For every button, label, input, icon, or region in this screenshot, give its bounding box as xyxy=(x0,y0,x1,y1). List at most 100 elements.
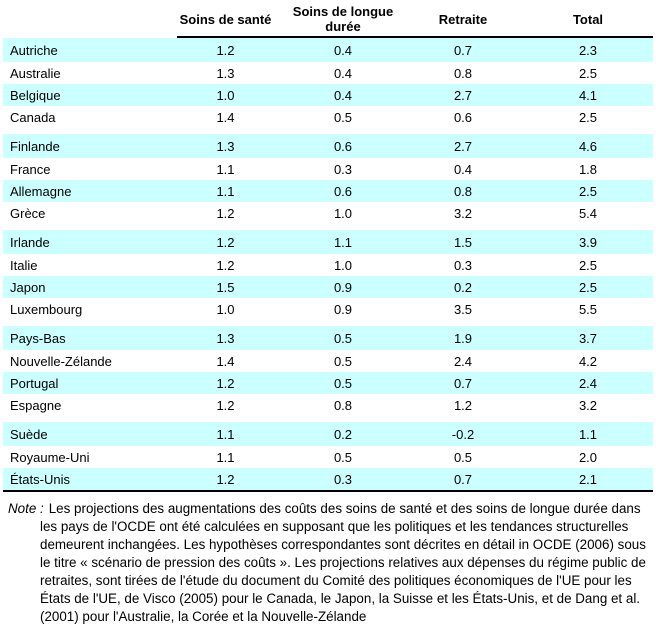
table-row: Espagne 1.2 0.8 1.2 3.2 xyxy=(3,394,653,416)
country-cell: Nouvelle-Zélande xyxy=(10,353,112,369)
country-cell: Australie xyxy=(10,65,61,81)
country-cell: Grèce xyxy=(10,205,46,221)
value-cell: 3.7 xyxy=(578,330,598,346)
value-cell: 0.3 xyxy=(333,471,353,487)
value-cell: 5.5 xyxy=(578,301,598,317)
header-cell-soins-longue-duree: Soins de longue durée xyxy=(292,4,394,34)
country-cell: Finlande xyxy=(10,138,60,154)
country-cell: Japon xyxy=(10,279,46,295)
value-cell: 0.5 xyxy=(333,109,353,125)
table-row: Canada 1.4 0.5 0.6 2.5 xyxy=(3,106,653,128)
value-cell: 0.5 xyxy=(333,375,353,391)
value-cell: 1.8 xyxy=(578,161,598,177)
value-cell: 0.9 xyxy=(333,301,353,317)
value-cell: 2.5 xyxy=(578,65,598,81)
country-cell: Luxembourg xyxy=(10,301,83,317)
value-cell: 3.5 xyxy=(453,301,473,317)
value-cell: 1.2 xyxy=(216,205,235,221)
value-cell: 0.8 xyxy=(453,65,473,81)
header-cell-total: Total xyxy=(572,11,604,27)
value-cell: 1.2 xyxy=(216,471,235,487)
value-cell: 0.9 xyxy=(333,279,353,295)
country-cell: Pays-Bas xyxy=(10,330,66,346)
value-cell: 0.5 xyxy=(333,449,353,465)
value-cell: 1.2 xyxy=(216,42,235,58)
country-cell: Espagne xyxy=(10,397,62,413)
projections-table: Soins de santé Soins de longue durée Ret… xyxy=(3,0,653,492)
value-cell: 3.2 xyxy=(453,205,473,221)
value-cell: 1.0 xyxy=(216,87,235,103)
table-row: Portugal 1.2 0.5 0.7 2.4 xyxy=(3,372,653,394)
value-cell: 0.4 xyxy=(333,65,353,81)
value-cell: 1.1 xyxy=(216,183,235,199)
table-header-row: Soins de santé Soins de longue durée Ret… xyxy=(3,0,653,36)
table-row: Japon 1.5 0.9 0.2 2.5 xyxy=(3,276,653,298)
table-row: États-Unis 1.2 0.3 0.7 2.1 xyxy=(3,468,653,490)
value-cell: 1.2 xyxy=(453,397,473,413)
value-cell: 0.6 xyxy=(453,109,473,125)
value-cell: 0.8 xyxy=(453,183,473,199)
table-row: Allemagne 1.1 0.6 0.8 2.5 xyxy=(3,180,653,202)
table-row: Nouvelle-Zélande 1.4 0.5 2.4 4.2 xyxy=(3,350,653,372)
value-cell: -0.2 xyxy=(451,426,475,442)
value-cell: 2.5 xyxy=(578,183,598,199)
group-spacer xyxy=(3,320,653,326)
country-cell: Canada xyxy=(10,109,56,125)
value-cell: 2.1 xyxy=(578,471,598,487)
value-cell: 0.5 xyxy=(333,330,353,346)
value-cell: 1.1 xyxy=(216,426,235,442)
value-cell: 3.2 xyxy=(578,397,598,413)
value-cell: 3.9 xyxy=(578,234,598,250)
table-row: Italie 1.2 1.0 0.3 2.5 xyxy=(3,254,653,276)
value-cell: 2.5 xyxy=(578,257,598,273)
value-cell: 2.0 xyxy=(578,449,598,465)
table-row: Grèce 1.2 1.0 3.2 5.4 xyxy=(3,202,653,224)
group-spacer xyxy=(3,128,653,134)
country-cell: Italie xyxy=(10,257,38,273)
value-cell: 0.3 xyxy=(333,161,353,177)
value-cell: 0.7 xyxy=(453,375,473,391)
header-cell-retraite: Retraite xyxy=(438,11,488,27)
value-cell: 1.1 xyxy=(216,161,235,177)
country-cell: Allemagne xyxy=(10,183,72,199)
table-row: Belgique 1.0 0.4 2.7 4.1 xyxy=(3,84,653,106)
table-row: Finlande 1.3 0.6 2.7 4.6 xyxy=(3,134,653,158)
value-cell: 1.5 xyxy=(453,234,473,250)
table-row: Australie 1.3 0.4 0.8 2.5 xyxy=(3,62,653,84)
value-cell: 1.4 xyxy=(216,109,235,125)
value-cell: 0.3 xyxy=(453,257,473,273)
country-cell: France xyxy=(10,161,51,177)
value-cell: 1.0 xyxy=(333,257,353,273)
value-cell: 2.4 xyxy=(453,353,473,369)
bottom-rule xyxy=(3,490,653,492)
value-cell: 0.4 xyxy=(333,42,353,58)
value-cell: 4.2 xyxy=(578,353,598,369)
value-cell: 0.4 xyxy=(333,87,353,103)
value-cell: 2.7 xyxy=(453,138,473,154)
value-cell: 1.4 xyxy=(216,353,235,369)
country-cell: Portugal xyxy=(10,375,59,391)
header-cell-soins-de-sante: Soins de santé xyxy=(179,11,272,27)
value-cell: 0.4 xyxy=(453,161,473,177)
value-cell: 2.4 xyxy=(578,375,598,391)
value-cell: 1.1 xyxy=(333,234,353,250)
value-cell: 0.8 xyxy=(333,397,353,413)
value-cell: 5.4 xyxy=(578,205,598,221)
value-cell: 0.6 xyxy=(333,138,353,154)
value-cell: 0.6 xyxy=(333,183,353,199)
table-row: Suède 1.1 0.2 -0.2 1.1 xyxy=(3,422,653,446)
table-row: France 1.1 0.3 0.4 1.8 xyxy=(3,158,653,180)
country-cell: Royaume-Uni xyxy=(10,449,90,465)
value-cell: 0.5 xyxy=(453,449,473,465)
country-cell: Suède xyxy=(10,426,48,442)
value-cell: 1.3 xyxy=(216,65,235,81)
value-cell: 0.2 xyxy=(333,426,353,442)
table-note: Note : Les projections des augmentations … xyxy=(0,500,651,624)
value-cell: 0.7 xyxy=(453,42,473,58)
value-cell: 2.7 xyxy=(453,87,473,103)
group-spacer xyxy=(3,224,653,230)
value-cell: 1.3 xyxy=(216,330,235,346)
value-cell: 1.0 xyxy=(216,301,235,317)
value-cell: 2.5 xyxy=(578,109,598,125)
